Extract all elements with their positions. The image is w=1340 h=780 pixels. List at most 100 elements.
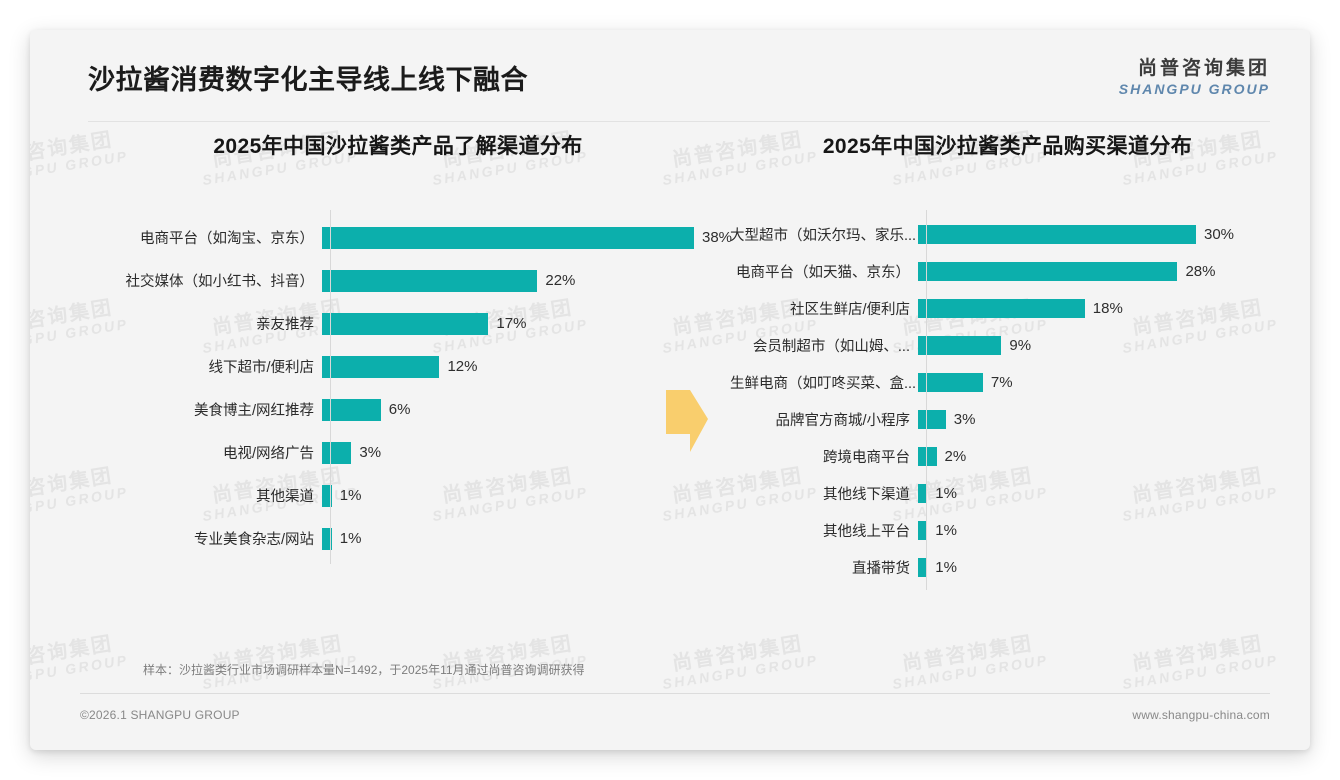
bar-category-label: 线下超市/便利店 [208,360,314,376]
bar-value-label: 1% [935,485,957,502]
bar-value-label: 1% [935,522,957,539]
chart-panel-awareness: 2025年中国沙拉酱类产品了解渠道分布 电商平台（如淘宝、京东） 38% 社交媒体（… [88,130,732,564]
bar-track: 12% [322,355,688,378]
bar-value-label: 7% [990,374,1013,391]
bar [322,527,332,550]
brand-logo: 尚普咨询集团 SHANGPU GROUP [1119,58,1270,98]
chart-title-left: 2025年中国沙拉酱类产品了解渠道分布 [213,135,583,158]
bar-category-label: 生鲜电商（如叮咚买菜、盒... [730,376,917,392]
bar-row: 会员制超市（如山姆、... 9% [730,327,1275,364]
chart-axis-line-left [330,210,331,564]
bar-track: 1% [918,558,1275,577]
bar-track: 7% [918,373,1275,392]
bar-chart-left: 电商平台（如淘宝、京东） 38% 社交媒体（如小红书、抖音） 22% 亲友推荐 17% 线下… [88,210,732,564]
bar-track: 3% [918,410,1275,429]
bar-category-label: 其他线上平台 [823,524,910,540]
bar-value-label: 28% [1185,263,1216,280]
bar [918,447,937,466]
bar [322,269,538,292]
bar-row: 品牌官方商城/小程序 3% [730,401,1275,438]
bar-value-label: 3% [953,411,976,428]
bar-track: 38% [322,226,732,249]
bar [918,225,1196,244]
bar-row: 跨境电商平台 2% [730,438,1275,475]
bar-track: 1% [918,521,1275,540]
bar-row: 电商平台（如淘宝、京东） 38% [88,216,732,259]
bar-category-label: 电商平台（如天猫、京东） [736,265,910,281]
bar-track: 1% [322,484,688,507]
bar-category-label: 电商平台（如淘宝、京东） [140,231,314,247]
bar-row: 美食博主/网红推荐 6% [88,388,688,431]
slide-card: 尚普咨询集团 SHANGPU GROUP 尚普咨询集团 SHANGPU GROUP 尚普… [30,30,1310,750]
bar-value-label: 1% [339,487,362,504]
bar-track: 18% [918,299,1275,318]
chart-title-right: 2025年中国沙拉酱类产品购买渠道分布 [822,135,1193,158]
website-url: www.shangpu-china.com [1132,708,1270,722]
bar-category-label: 专业美食杂志/网站 [193,532,314,548]
bar [322,312,489,335]
bar-track: 28% [918,262,1275,281]
bar-value-label: 17% [496,315,527,332]
bar-value-label: 2% [944,448,967,465]
bar-track: 2% [918,447,1275,466]
bar [918,410,946,429]
flow-arrow-icon [662,382,710,456]
bar-value-label: 9% [1009,337,1032,354]
brand-name-en: SHANGPU GROUP [1118,80,1270,97]
bar [918,299,1085,318]
bar-track: 9% [918,336,1275,355]
slide-footer: ©2026.1 SHANGPU GROUP www.shangpu-china.… [80,704,1270,726]
bar-track: 1% [322,527,688,550]
page-title: 沙拉酱消费数字化主导线上线下融合 [88,65,528,95]
bar-value-label: 22% [545,272,576,289]
bar-value-label: 3% [359,444,382,461]
bar-category-label: 电视/网络广告 [222,446,314,462]
bar-chart-right: 大型超市（如沃尔玛、家乐... 30% 电商平台（如天猫、京东） 28% 社区生鲜店/便… [730,210,1275,590]
bar-category-label: 社交媒体（如小红书、抖音） [125,274,315,290]
bar-row: 大型超市（如沃尔玛、家乐... 30% [730,216,1275,253]
sample-note: 样本：沙拉酱类行业市场调研样本量N=1492，于2025年11月通过尚普咨询调研… [143,663,585,677]
bar [322,484,332,507]
copyright-text: ©2026.1 SHANGPU GROUP [80,708,240,722]
bar-track: 6% [322,398,688,421]
bar-track: 1% [918,484,1275,503]
bar-row: 直播带货 1% [730,549,1275,586]
watermark-text-en: SHANGPU GROUP [1121,651,1280,693]
bar [918,521,928,540]
bar [918,484,928,503]
bar-row: 生鲜电商（如叮咚买菜、盒... 7% [730,364,1275,401]
bar-row: 电视/网络广告 3% [88,431,688,474]
bar-category-label: 跨境电商平台 [823,450,910,466]
charts-container: 2025年中国沙拉酱类产品了解渠道分布 电商平台（如淘宝、京东） 38% 社交媒体（… [30,130,1310,650]
bar [322,355,440,378]
bar-value-label: 30% [1204,226,1235,243]
bar-value-label: 38% [702,229,733,246]
bar-row: 亲友推荐 17% [88,302,688,345]
bar-row: 专业美食杂志/网站 1% [88,517,688,560]
bar-row: 线下超市/便利店 12% [88,345,688,388]
bar [918,373,983,392]
bar-category-label: 其他渠道 [256,489,314,505]
bar [322,398,381,421]
watermark-text-en: SHANGPU GROUP [661,651,820,693]
bar-category-label: 美食博主/网红推荐 [193,403,314,419]
bar-row: 其他线下渠道 1% [730,475,1275,512]
bar-row: 其他线上平台 1% [730,512,1275,549]
brand-name-cn: 尚普咨询集团 [1137,58,1270,79]
bar [918,262,1178,281]
bar-track: 22% [322,269,688,292]
bar [918,336,1002,355]
footer-divider [80,693,1270,694]
bar-value-label: 12% [447,358,478,375]
bar-category-label: 会员制超市（如山姆、... [752,339,910,355]
watermark-text-en: SHANGPU GROUP [891,651,1050,693]
bar-track: 30% [918,225,1275,244]
bar-category-label: 社区生鲜店/便利店 [789,302,910,318]
bar [322,226,694,249]
bar-category-label: 其他线下渠道 [823,487,910,503]
bar-track: 3% [322,441,688,464]
bar-track: 17% [322,312,688,335]
watermark-text-en: SHANGPU GROUP [30,651,130,693]
bar [322,441,352,464]
header-divider [88,121,1270,122]
